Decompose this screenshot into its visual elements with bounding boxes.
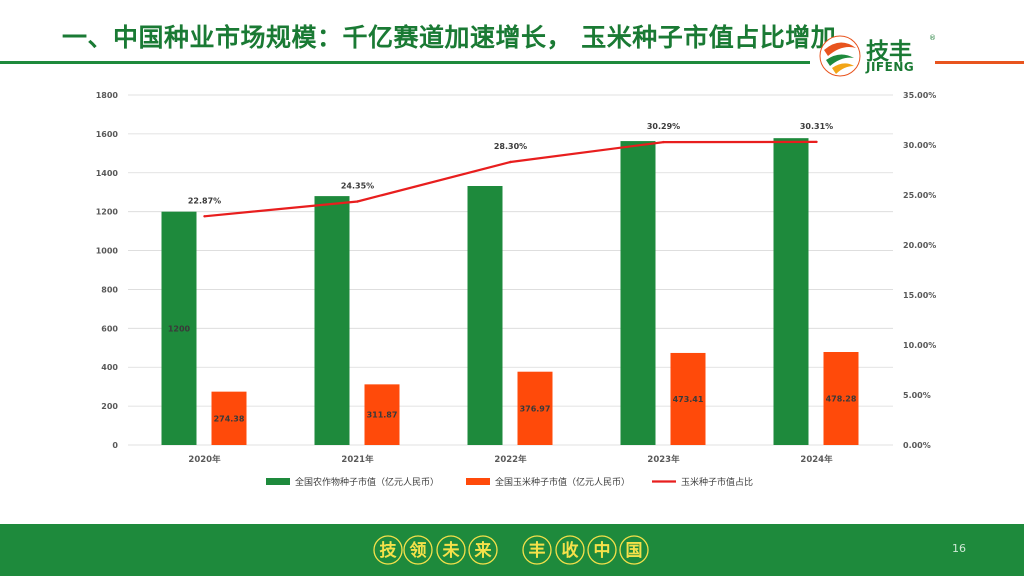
bar-crop-seed-value	[314, 196, 350, 445]
bar-corn-seed-value	[364, 384, 400, 445]
slogan-circle	[436, 535, 466, 565]
slogan-char: 领	[410, 540, 427, 561]
bar-corn-seed-value	[211, 391, 247, 445]
slogan-char: 未	[442, 540, 460, 561]
page-title: 一、中国种业市场规模：千亿赛道加速增长， 玉米种子市值占比增加	[62, 23, 837, 52]
page-number: 16	[952, 542, 966, 555]
bar-data-label: 376.97	[520, 404, 551, 413]
line-point	[662, 140, 665, 144]
legend-swatch	[466, 478, 490, 485]
y-left-tick-label: 1800	[96, 91, 119, 100]
line-data-label: 30.31%	[800, 122, 833, 131]
x-tick-label: 2023年	[647, 454, 680, 465]
slogan-char: 收	[562, 540, 579, 561]
slogan-char: 丰	[529, 540, 546, 561]
bar-data-label: 311.87	[367, 411, 398, 420]
y-left-tick-label: 600	[101, 324, 118, 333]
legend-label: 全国农作物种子市值（亿元人民币）	[295, 476, 439, 488]
y-right-tick-label: 30.00%	[903, 141, 936, 150]
slogan-char: 中	[594, 540, 611, 561]
y-right-tick-label: 0.00%	[903, 441, 931, 450]
slogan-circle	[403, 535, 433, 565]
bar-data-label: 478.28	[826, 395, 857, 404]
y-left-tick-label: 400	[101, 363, 118, 372]
line-point	[509, 160, 512, 164]
slogan-circle	[373, 535, 403, 565]
x-tick-label: 2022年	[494, 454, 527, 465]
footer-bar: 技领未来 丰收中国 16	[0, 524, 1024, 576]
bar-corn-seed-value	[517, 371, 553, 445]
y-right-tick-label: 5.00%	[903, 391, 931, 400]
jifeng-logo-icon	[819, 35, 861, 77]
legend-label: 全国玉米种子市值（亿元人民币）	[495, 476, 630, 488]
y-right-tick-label: 25.00%	[903, 191, 936, 200]
bar-crop-seed-value	[161, 211, 197, 445]
legend-label: 玉米种子市值占比	[681, 476, 753, 488]
line-point	[356, 200, 359, 203]
bar-crop-seed-value	[467, 186, 503, 445]
slogan-char: 国	[626, 541, 643, 561]
slogan-char: 技	[380, 540, 398, 561]
y-left-tick-label: 1200	[96, 208, 119, 217]
y-right-tick-label: 35.00%	[903, 91, 936, 100]
bar-data-label: 1200	[168, 324, 191, 333]
line-point	[203, 215, 206, 218]
bar-data-label: 274.38	[214, 414, 245, 423]
y-left-tick-label: 1000	[96, 247, 119, 256]
footer-slogan: 技领未来 丰收中国	[373, 535, 649, 565]
line-data-label: 24.35%	[341, 182, 374, 191]
y-right-tick-label: 10.00%	[903, 341, 936, 350]
line-data-label: 30.29%	[647, 122, 680, 131]
logo-registered-mark: ®	[929, 34, 936, 42]
line-corn-seed-share	[204, 140, 817, 218]
line-data-label: 28.30%	[494, 142, 527, 151]
y-right-tick-label: 15.00%	[903, 291, 936, 300]
y-left-tick-label: 1600	[96, 130, 119, 139]
bar-crop-seed-value	[773, 138, 809, 445]
legend-swatch	[266, 478, 290, 485]
y-left-tick-label: 800	[101, 285, 118, 294]
x-tick-label: 2021年	[341, 454, 374, 465]
slogan-circle	[587, 535, 617, 565]
slogan-char: 来	[474, 540, 493, 561]
bar-corn-seed-value	[670, 352, 706, 445]
logo-name-cn: 技丰	[866, 39, 912, 65]
slogan-circle	[555, 535, 585, 565]
market-size-chart: 0 200 400 600 800 1000 1200 1400 1600 1800 0.00% 5.…	[96, 91, 937, 488]
x-tick-label: 2024年	[800, 454, 833, 465]
y-left-tick-label: 200	[101, 402, 118, 411]
y-left-tick-label: 0	[112, 441, 118, 450]
bar-data-label: 473.41	[673, 395, 704, 404]
bar-corn-seed-value	[823, 352, 859, 445]
y-right-tick-label: 20.00%	[903, 241, 936, 250]
title-underline	[0, 61, 810, 64]
x-tick-label: 2020年	[188, 454, 221, 465]
y-left-tick-label: 1400	[96, 169, 119, 178]
title-underline-accent	[935, 61, 1024, 64]
logo-name-en: JIFENG	[866, 60, 915, 74]
line-data-label: 22.87%	[188, 196, 221, 205]
bar-crop-seed-value	[620, 141, 656, 446]
slogan-circle	[468, 535, 498, 565]
slogan-circle	[522, 535, 552, 565]
slogan-circle	[619, 535, 649, 565]
line-point	[815, 140, 818, 144]
